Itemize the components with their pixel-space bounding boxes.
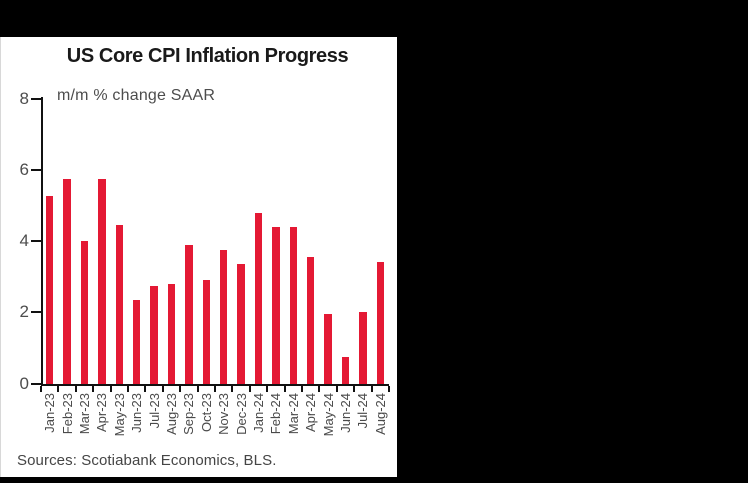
bar <box>115 224 124 384</box>
y-axis-tick <box>31 97 41 100</box>
bar <box>150 285 158 384</box>
bar <box>45 196 54 384</box>
bar <box>80 241 89 384</box>
x-axis-label: Oct-23 <box>198 393 214 433</box>
chart-title: US Core CPI Inflation Progress <box>66 45 349 67</box>
bar <box>376 262 385 384</box>
x-axis-label: Mar-24 <box>285 393 301 435</box>
bar <box>272 226 280 384</box>
bar <box>359 312 367 384</box>
x-axis-label: May-24 <box>320 393 336 437</box>
bar <box>237 264 245 384</box>
x-axis-label: Apr-23 <box>94 393 110 433</box>
x-axis-tick <box>161 385 164 392</box>
x-axis-tick <box>353 385 356 392</box>
x-axis-label: Nov-23 <box>216 393 232 435</box>
x-axis-label: Jan-24 <box>251 393 266 433</box>
x-axis-tick <box>335 385 338 392</box>
x-axis-tick <box>74 385 77 392</box>
y-axis-label: 6 <box>19 159 29 179</box>
x-axis-tick <box>388 385 390 392</box>
bar <box>324 314 332 384</box>
x-axis-tick <box>318 385 321 392</box>
x-axis-label: Feb-23 <box>59 393 75 435</box>
x-axis-label: Jun-24 <box>338 393 353 433</box>
y-axis-label: 4 <box>19 231 29 250</box>
source-note: Sources: Scotiabank Economics, BLS. <box>17 452 277 469</box>
bar <box>63 178 71 384</box>
bar <box>219 249 228 384</box>
y-axis-line <box>41 97 43 386</box>
x-axis-label: Aug-24 <box>372 393 388 435</box>
x-axis-tick <box>283 385 286 392</box>
bar <box>289 226 298 384</box>
bottom-black-band <box>0 477 748 483</box>
axis-unit-label: m/m % change SAAR <box>57 87 216 104</box>
x-axis-tick <box>214 385 216 392</box>
y-axis-label: 2 <box>19 302 29 322</box>
x-axis-label: Feb-24 <box>268 393 284 435</box>
bar <box>306 257 315 384</box>
bar <box>167 283 176 384</box>
x-axis-label: Jan-23 <box>42 393 58 433</box>
x-axis-label: Jul-24 <box>355 393 371 429</box>
x-axis-tick <box>57 385 60 392</box>
x-axis-label: Jun-23 <box>129 393 145 433</box>
x-axis-tick <box>231 385 234 392</box>
y-axis-tick <box>31 168 41 171</box>
y-axis-tick <box>31 382 41 385</box>
y-axis-tick <box>31 311 41 314</box>
x-axis-tick <box>179 385 182 392</box>
x-axis-tick <box>301 385 303 392</box>
x-axis-label: Aug-23 <box>164 393 179 435</box>
y-axis-tick <box>31 240 41 242</box>
x-axis-tick <box>370 385 373 392</box>
x-axis-tick <box>109 385 112 392</box>
x-axis-label: Dec-23 <box>233 393 249 435</box>
bar <box>202 280 211 384</box>
x-axis-tick <box>40 385 42 392</box>
x-axis-tick <box>196 385 199 392</box>
y-axis-label: 0 <box>19 373 29 393</box>
x-axis-label: Apr-24 <box>303 393 319 433</box>
bar <box>341 356 350 384</box>
x-axis-tick <box>92 385 95 392</box>
bar <box>185 244 193 384</box>
bar <box>254 212 263 384</box>
bar <box>132 299 141 384</box>
y-axis-label: 8 <box>19 88 29 108</box>
x-axis-label: Jul-23 <box>146 393 162 429</box>
x-axis-label: Sep-23 <box>181 393 197 435</box>
bar <box>98 178 106 384</box>
x-axis-line <box>41 383 389 386</box>
x-axis-tick <box>144 385 147 392</box>
x-axis-tick <box>266 385 269 392</box>
x-axis-tick <box>248 385 251 392</box>
right-black-band <box>397 0 748 483</box>
x-axis-label: Mar-23 <box>77 393 92 435</box>
x-axis-label: May-23 <box>111 393 127 437</box>
x-axis-tick <box>127 385 129 392</box>
